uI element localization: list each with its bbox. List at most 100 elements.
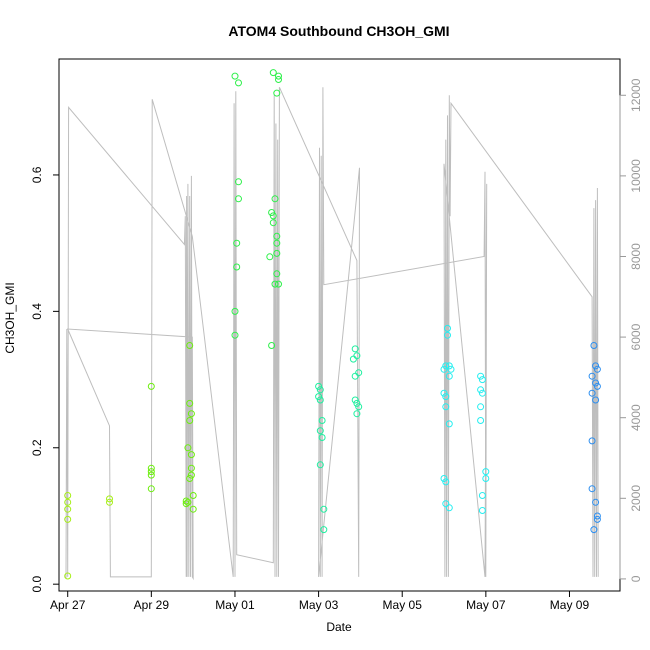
x-tick-label: May 07 — [466, 598, 506, 612]
data-point — [478, 507, 486, 514]
data-point — [233, 239, 241, 247]
data-point — [186, 399, 194, 407]
data-point — [266, 253, 274, 261]
data-point — [189, 492, 197, 499]
x-tick-label: May 01 — [215, 598, 255, 612]
plot-frame — [58, 58, 621, 592]
data-point — [106, 498, 113, 506]
data-point — [186, 475, 194, 482]
data-point — [592, 396, 600, 404]
data-point — [268, 209, 276, 216]
data-point — [273, 239, 281, 247]
data-point — [64, 492, 72, 499]
x-tick-label: May 03 — [299, 598, 339, 612]
data-point — [269, 212, 277, 220]
data-point — [268, 342, 276, 349]
data-points-layer — [64, 69, 601, 580]
data-point — [592, 379, 600, 387]
data-point — [269, 69, 277, 77]
data-point — [478, 376, 486, 384]
data-point — [147, 464, 155, 472]
data-point — [184, 498, 192, 506]
data-point — [440, 389, 448, 397]
data-point — [182, 497, 190, 505]
x-tick-label: May 05 — [383, 598, 423, 612]
data-point — [442, 393, 450, 401]
data-point — [440, 475, 448, 482]
altitude-line-layer — [65, 86, 599, 581]
data-point — [273, 232, 281, 240]
data-point — [147, 471, 155, 479]
data-point — [445, 504, 453, 512]
data-point — [482, 468, 490, 476]
data-point — [186, 417, 194, 424]
data-point — [442, 500, 450, 508]
data-point — [355, 369, 363, 377]
data-point — [442, 478, 450, 486]
data-point — [320, 526, 328, 534]
chart-title: ATOM4 Southbound CH3OH_GMI — [228, 23, 449, 39]
data-point — [271, 280, 279, 288]
data-point — [592, 498, 600, 506]
data-point — [187, 451, 195, 459]
data-point — [233, 263, 241, 271]
data-point — [444, 331, 451, 339]
data-point — [147, 468, 155, 476]
data-point — [445, 372, 453, 380]
data-point — [231, 72, 239, 80]
data-point — [275, 280, 282, 288]
data-point — [590, 526, 598, 534]
data-point — [231, 307, 239, 315]
data-point — [593, 515, 601, 523]
y-tick-label: 0.4 — [30, 303, 44, 320]
y-tick-label: 0.6 — [30, 166, 44, 183]
data-point — [318, 417, 326, 424]
y2-tick-label: 10000 — [629, 159, 643, 193]
y2-tick-label: 4000 — [629, 404, 643, 431]
data-point — [231, 331, 239, 339]
data-point — [592, 362, 600, 370]
data-point — [351, 396, 359, 404]
data-point — [275, 76, 282, 83]
data-point — [64, 498, 72, 506]
y-tick-label: 0.0 — [30, 576, 44, 593]
data-point — [273, 270, 281, 278]
altitude-line — [65, 86, 599, 581]
y-axis-left: 0.0 0.2 0.4 0.6 — [30, 166, 60, 593]
data-point — [477, 372, 485, 380]
data-point — [440, 365, 448, 373]
data-point — [444, 324, 451, 332]
data-point — [477, 417, 485, 424]
data-point — [186, 342, 194, 349]
data-point — [351, 345, 359, 353]
data-point — [588, 437, 596, 445]
data-point — [588, 389, 596, 397]
data-point — [64, 505, 72, 513]
data-point — [593, 382, 601, 390]
data-point — [315, 393, 323, 401]
data-point — [147, 485, 155, 493]
data-point — [235, 79, 242, 87]
x-axis-label: Date — [326, 620, 352, 634]
data-point — [273, 249, 281, 257]
data-point — [235, 195, 242, 203]
data-point — [445, 362, 453, 370]
x-tick-label: Apr 29 — [134, 598, 170, 612]
data-point — [593, 365, 601, 373]
data-point — [318, 434, 326, 441]
data-point — [316, 396, 324, 404]
data-point — [478, 389, 486, 397]
data-point — [316, 461, 324, 469]
data-point — [355, 403, 363, 411]
data-point — [442, 362, 450, 370]
data-point — [269, 219, 277, 227]
x-tick-label: Apr 27 — [50, 598, 86, 612]
data-point — [64, 572, 72, 580]
data-point — [187, 410, 195, 418]
y2-tick-label: 12000 — [629, 78, 643, 112]
data-point — [187, 464, 195, 472]
data-point — [106, 495, 113, 503]
data-point — [275, 72, 282, 80]
data-point — [442, 403, 450, 411]
